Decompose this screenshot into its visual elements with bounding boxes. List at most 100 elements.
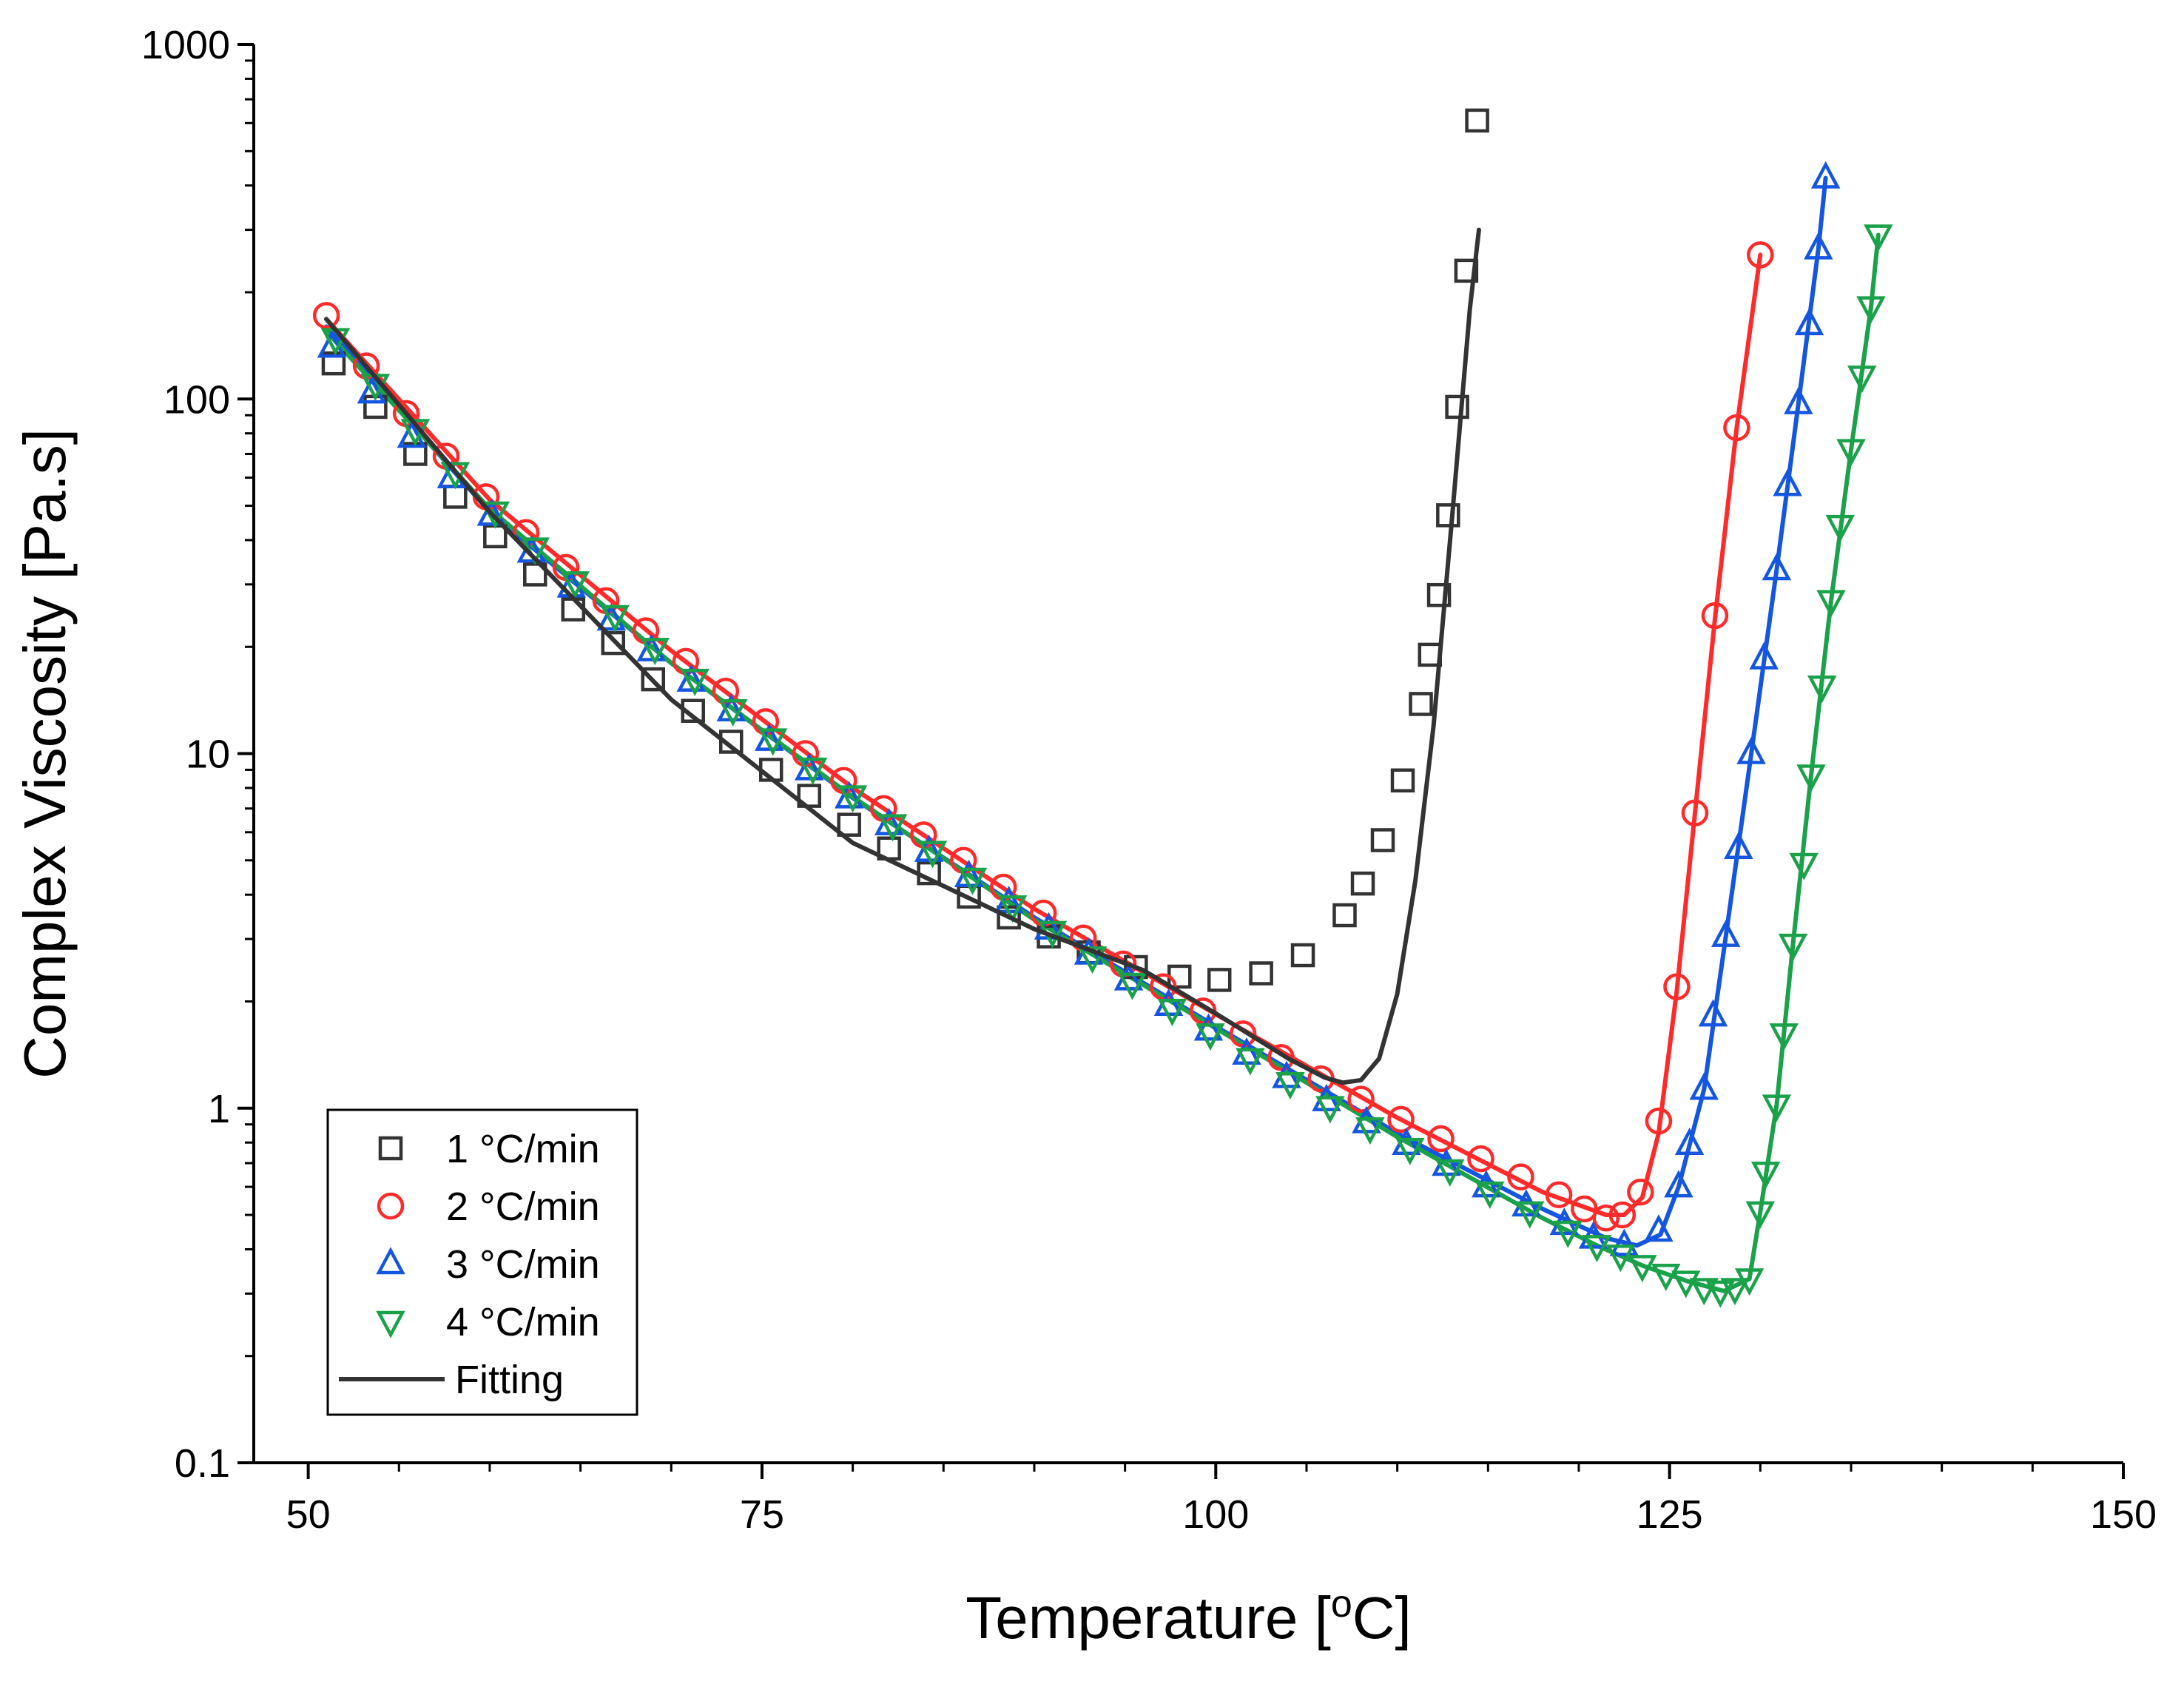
data-point-triangle-up <box>1724 831 1753 860</box>
legend-label: 2 °C/min <box>446 1185 600 1229</box>
data-point-triangle-down <box>1395 1137 1425 1165</box>
data-point-square <box>1426 582 1452 607</box>
data-point-circle <box>1608 1201 1637 1229</box>
data-point-triangle-up <box>1698 999 1728 1027</box>
legend-label: Fitting <box>455 1358 564 1402</box>
data-point-triangle-down <box>1628 1255 1657 1283</box>
fit-line-2 <box>324 252 1763 1217</box>
data-point-square <box>1390 768 1415 793</box>
data-point-triangle-down <box>1671 1270 1701 1299</box>
series-3 <box>317 161 1841 1256</box>
data-point-circle <box>1592 1204 1620 1232</box>
data-point-circle <box>1267 1043 1295 1071</box>
data-point-circle <box>1627 1178 1654 1206</box>
data-point-triangle-down <box>1825 514 1856 542</box>
data-point-triangle-down <box>1745 1201 1776 1229</box>
fitting-line <box>324 227 1481 1085</box>
data-point-square <box>1465 108 1489 133</box>
data-point-triangle-down <box>1077 946 1108 974</box>
fit-line-3 <box>324 175 1828 1248</box>
y-tick-label: 0.1 <box>175 1441 230 1486</box>
data-point-circle <box>1387 1105 1415 1134</box>
data-point-square <box>1454 258 1479 283</box>
data-point-triangle-down <box>1816 590 1846 618</box>
data-point-circle <box>1571 1195 1598 1223</box>
data-point-triangle-up <box>596 603 627 631</box>
y-tick-label: 1000 <box>141 23 230 67</box>
data-point-triangle-down <box>1651 1264 1681 1292</box>
data-point-triangle-down <box>1789 852 1819 880</box>
data-point-triangle-down <box>440 462 471 490</box>
legend: 1 °C/min 2 °C/min 3 °C/min 4 °C/min Fitting <box>326 1108 638 1416</box>
data-point-square <box>601 630 626 656</box>
data-point-triangle-down <box>1778 933 1808 961</box>
data-point-triangle-down <box>1750 1161 1781 1190</box>
data-point-square <box>1249 961 1273 986</box>
data-point-triangle-down <box>1196 1023 1225 1051</box>
x-tick-label: 50 <box>286 1492 331 1537</box>
data-point-square <box>1290 943 1315 968</box>
y-tick-label: 1 <box>208 1087 230 1131</box>
data-point-triangle-down <box>1514 1201 1545 1229</box>
data-point-square <box>641 667 665 692</box>
data-point-triangle-up <box>397 420 427 448</box>
data-point-triangle-down <box>837 785 868 813</box>
data-point-triangle-up <box>1749 641 1779 670</box>
data-point-circle <box>312 302 340 329</box>
y-tick-label: 100 <box>164 377 230 422</box>
legend-label: 4 °C/min <box>446 1300 600 1344</box>
data-point-circle <box>1507 1163 1534 1190</box>
data-point-circle <box>712 677 740 705</box>
x-tick-label: 125 <box>1637 1492 1703 1537</box>
data-point-triangle-down <box>1605 1245 1636 1273</box>
data-point-triangle-up <box>1762 553 1792 581</box>
legend-symbol-triangle-up <box>376 1247 405 1275</box>
data-point-triangle-down <box>1762 1094 1792 1122</box>
data-point-square <box>321 351 346 376</box>
data-point-triangle-down <box>1236 1048 1265 1076</box>
data-point-triangle-down <box>1157 998 1187 1026</box>
data-point-circle <box>1347 1085 1375 1113</box>
data-point-circle <box>1681 799 1709 827</box>
data-point-triangle-up <box>1664 1170 1693 1198</box>
data-point-circle <box>1723 414 1750 442</box>
data-point-circle <box>1645 1107 1673 1135</box>
data-point-square <box>1350 871 1375 896</box>
x-tick-label: 150 <box>2090 1492 2157 1537</box>
data-point-triangle-down <box>917 841 948 869</box>
series-5 <box>324 227 1481 1085</box>
legend-box <box>326 1108 638 1416</box>
data-point-square <box>997 905 1021 930</box>
data-point-triangle-down <box>1796 764 1826 792</box>
data-point-triangle-up <box>1644 1214 1674 1242</box>
series-2 <box>312 241 1774 1232</box>
data-point-square <box>1207 968 1232 992</box>
data-point-circle <box>1467 1145 1494 1173</box>
data-point-circle <box>1701 602 1729 630</box>
data-point-triangle-up <box>1773 468 1802 496</box>
data-point-triangle-up <box>1674 1128 1705 1156</box>
ticks: 50 75 100 125 150 0.1 1 10 100 1000 <box>141 23 2157 1537</box>
data-point-triangle-up <box>1609 1228 1639 1256</box>
data-point-circle <box>1747 241 1774 269</box>
data-point-square <box>561 597 586 622</box>
plot-marks <box>312 108 1893 1308</box>
legend-symbol-triangle-down <box>376 1310 405 1338</box>
y-tick-label: 10 <box>186 732 230 777</box>
data-point-triangle-up <box>1689 1072 1719 1100</box>
legend-symbol-square <box>378 1136 403 1161</box>
data-point-triangle-up <box>834 781 864 809</box>
data-point-square <box>837 812 861 837</box>
data-point-triangle-down <box>680 668 710 696</box>
data-point-square <box>1409 692 1433 716</box>
data-point-triangle-up <box>676 664 707 692</box>
data-point-triangle-up <box>636 633 667 661</box>
data-point-triangle-up <box>1711 919 1741 947</box>
data-point-square <box>1445 394 1469 420</box>
data-point-triangle-down <box>1117 972 1147 1000</box>
data-point-square <box>1332 903 1357 928</box>
data-point-triangle-down <box>1856 296 1886 324</box>
x-axis-title: Temperature [oC] <box>965 1583 1411 1651</box>
data-point-square <box>718 730 744 754</box>
legend-symbol-circle <box>377 1192 405 1220</box>
